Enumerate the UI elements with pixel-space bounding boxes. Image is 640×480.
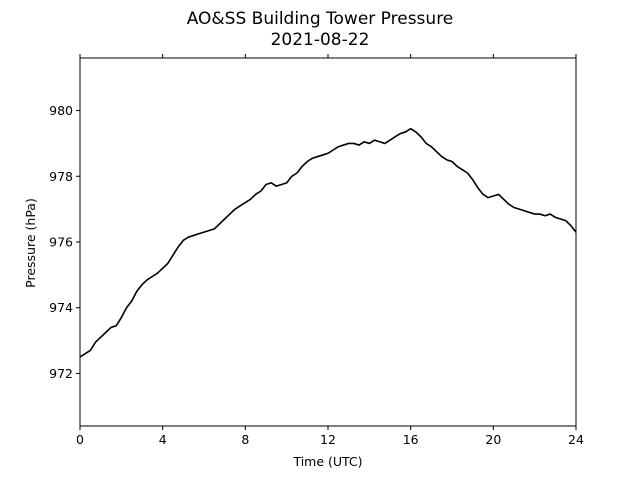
y-tick-label: 980 [49, 103, 73, 118]
chart-subtitle: 2021-08-22 [271, 30, 370, 50]
x-tick-label: 16 [403, 432, 419, 447]
pressure-series-line [79, 127, 577, 358]
x-tick-label: 8 [241, 432, 249, 447]
y-tick-label: 974 [49, 300, 73, 315]
x-tick-label: 20 [485, 432, 501, 447]
y-axis-label: Pressure (hPa) [23, 198, 38, 288]
x-axis-label: Time (UTC) [292, 454, 362, 469]
x-tick-label: 4 [159, 432, 167, 447]
x-tick-label: 12 [320, 432, 336, 447]
plot-area: 0 4 8 12 16 20 24 972 974 976 978 980 [49, 54, 584, 447]
x-tick-label: 24 [568, 432, 584, 447]
y-tick-label: 972 [49, 366, 73, 381]
y-tick-label: 978 [49, 169, 73, 184]
chart-title: AO&SS Building Tower Pressure [187, 9, 454, 29]
y-tick-label: 976 [49, 235, 73, 250]
x-tick-label: 0 [76, 432, 84, 447]
